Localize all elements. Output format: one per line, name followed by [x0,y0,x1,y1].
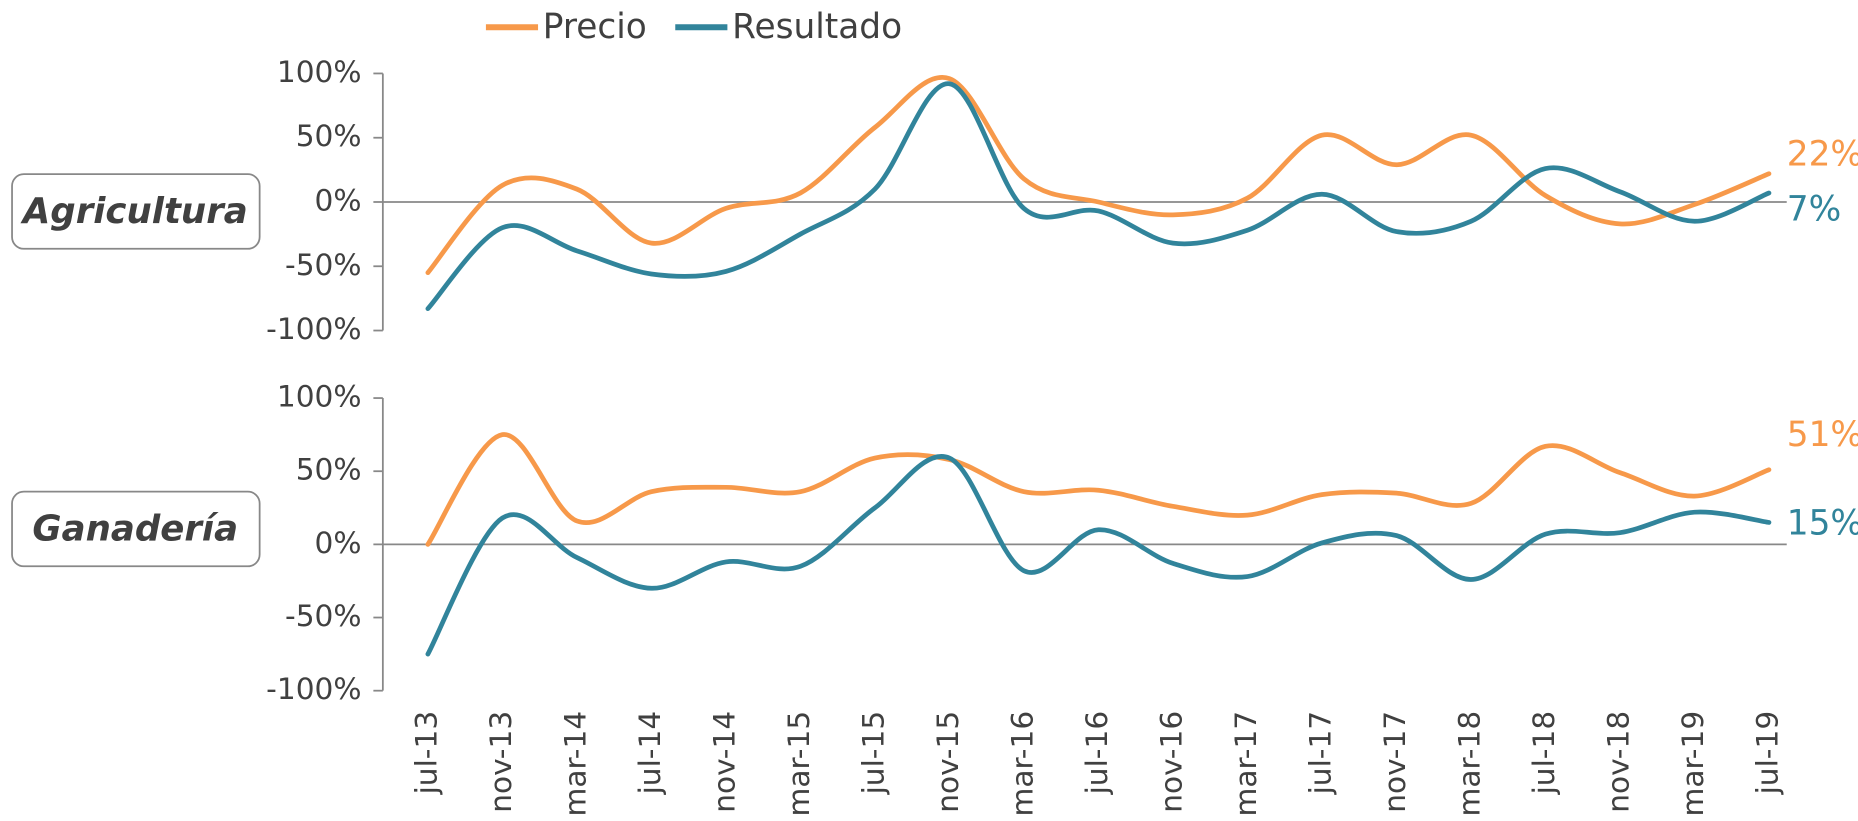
value-label: 15% [1787,503,1858,543]
title-box [11,490,261,568]
x-tick-label: mar-19 [1676,711,1710,817]
y-tick-label: -50% [285,248,362,282]
x-tick-label: jul-13 [409,711,443,796]
y-tick-label: 100% [277,55,362,89]
y-tick-label: 100% [277,380,362,414]
x-tick-label: jul-18 [1527,711,1561,796]
y-tick-label: -100% [266,672,361,706]
x-tick-label: jul-14 [633,711,667,796]
x-tick-label: jul-16 [1080,711,1114,796]
line-series [425,432,1772,547]
value-label: 7% [1787,189,1841,229]
x-tick-label: mar-18 [1452,711,1486,817]
x-tick-label: nov-17 [1378,711,1412,813]
panel-title: Ganadería [32,509,238,550]
legend-label: Resultado [732,7,902,47]
x-tick-label: nov-13 [484,711,518,813]
x-tick-label: nov-14 [707,711,741,813]
panel-title: Agricultura [20,191,248,232]
y-tick-label: 0% [315,526,362,560]
x-tick-label: jul-19 [1750,711,1784,796]
x-tick-label: jul-17 [1303,711,1337,796]
legend-label: Precio [543,7,647,47]
y-tick-label: 50% [296,119,362,153]
x-tick-label: nov-15 [931,711,965,813]
y-tick-label: -50% [285,599,362,633]
y-tick-label: 50% [296,453,362,487]
line-series [425,454,1772,657]
line-series [425,75,1772,276]
y-tick-label: 0% [315,183,362,217]
line-series [425,81,1772,312]
value-label: 22% [1787,134,1858,174]
x-tick-label: mar-16 [1005,711,1039,817]
x-tick-label: nov-18 [1601,711,1635,813]
x-tick-label: mar-14 [558,711,592,817]
x-tick-label: mar-15 [782,711,816,817]
x-tick-label: mar-17 [1229,711,1263,817]
x-tick-label: nov-16 [1154,711,1188,813]
value-label: 51% [1787,415,1858,455]
y-tick-label: -100% [266,312,361,346]
x-tick-label: jul-15 [856,711,890,796]
title-box [11,173,261,250]
